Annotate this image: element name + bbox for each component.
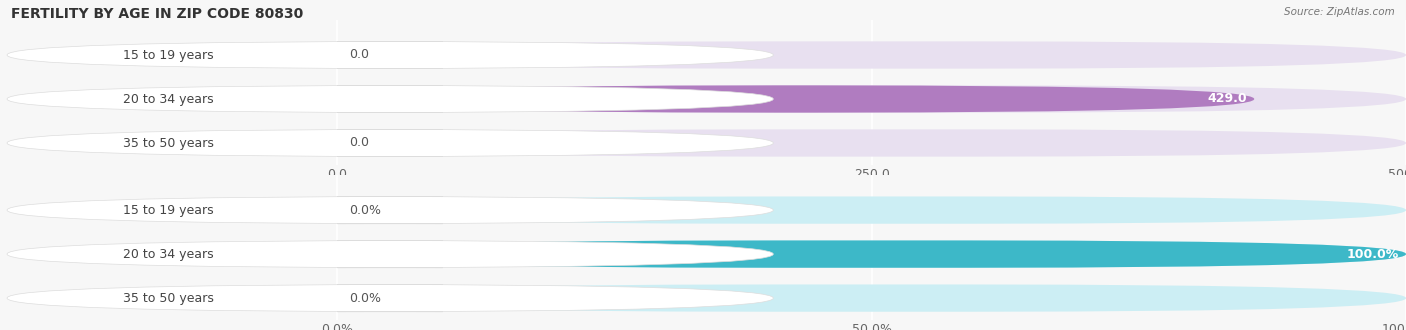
Text: 15 to 19 years: 15 to 19 years [124, 49, 214, 61]
Text: 35 to 50 years: 35 to 50 years [124, 137, 214, 149]
Text: 20 to 34 years: 20 to 34 years [124, 248, 214, 261]
Text: 0.0: 0.0 [349, 49, 368, 61]
FancyBboxPatch shape [337, 129, 1406, 157]
FancyBboxPatch shape [337, 241, 1406, 268]
Text: 0.0: 0.0 [349, 137, 368, 149]
Text: 429.0: 429.0 [1208, 92, 1247, 106]
FancyBboxPatch shape [337, 241, 1406, 268]
Text: Source: ZipAtlas.com: Source: ZipAtlas.com [1284, 7, 1395, 16]
FancyBboxPatch shape [337, 41, 1406, 69]
Text: 0.0%: 0.0% [349, 292, 381, 305]
FancyBboxPatch shape [7, 129, 773, 157]
FancyBboxPatch shape [7, 284, 773, 312]
Text: 0.0%: 0.0% [349, 204, 381, 216]
Text: 35 to 50 years: 35 to 50 years [124, 292, 214, 305]
FancyBboxPatch shape [7, 85, 773, 113]
FancyBboxPatch shape [7, 241, 773, 268]
Text: FERTILITY BY AGE IN ZIP CODE 80830: FERTILITY BY AGE IN ZIP CODE 80830 [11, 7, 304, 20]
FancyBboxPatch shape [7, 196, 773, 224]
Text: 100.0%: 100.0% [1347, 248, 1399, 261]
FancyBboxPatch shape [7, 41, 773, 69]
Text: 15 to 19 years: 15 to 19 years [124, 204, 214, 216]
FancyBboxPatch shape [337, 196, 1406, 224]
FancyBboxPatch shape [337, 284, 1406, 312]
FancyBboxPatch shape [337, 85, 1254, 113]
FancyBboxPatch shape [337, 85, 1406, 113]
Text: 20 to 34 years: 20 to 34 years [124, 92, 214, 106]
